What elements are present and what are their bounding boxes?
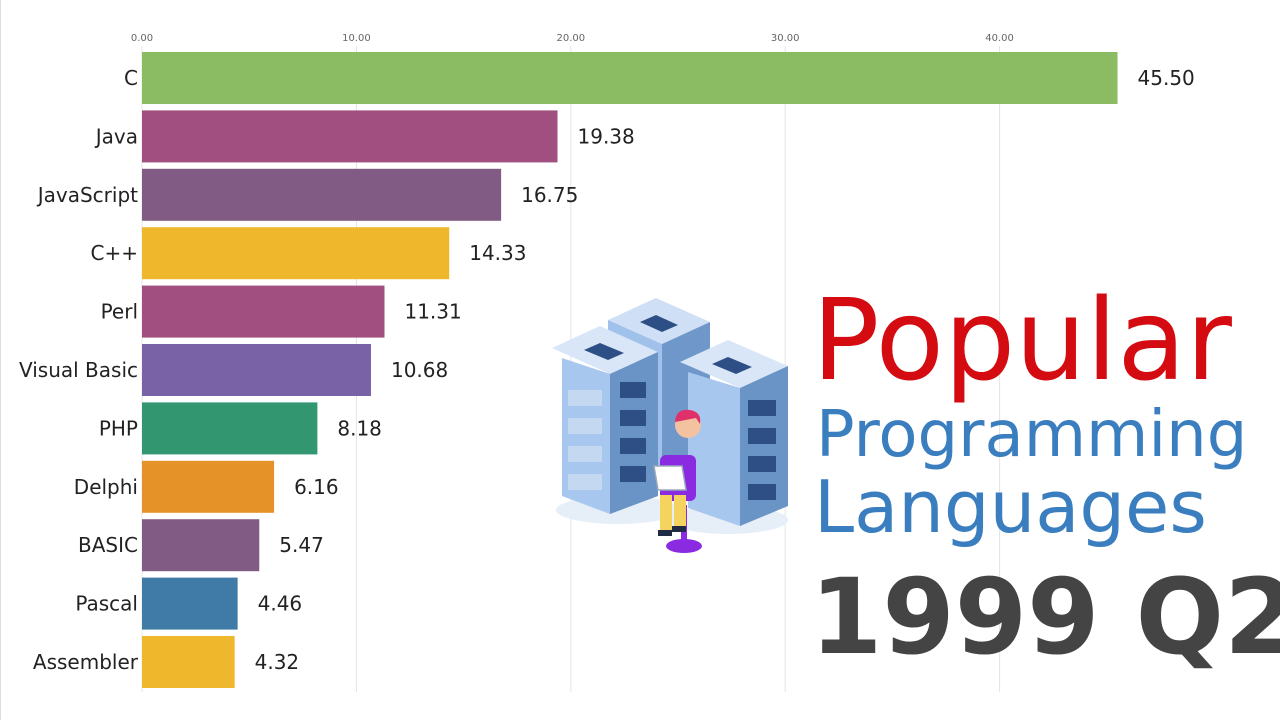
- x-tick-label: 40.00: [985, 33, 1014, 44]
- category-label: Pascal: [75, 592, 138, 616]
- value-label: 16.75: [521, 183, 578, 207]
- bars: [142, 52, 1118, 688]
- title-popular: Popular: [812, 276, 1232, 406]
- server-rack-right-icon: [680, 340, 788, 526]
- value-label: 11.31: [404, 300, 461, 324]
- bar: [142, 577, 238, 630]
- bar: [142, 344, 371, 396]
- server-rack-left-icon: [552, 326, 658, 514]
- bar: [142, 402, 318, 455]
- value-label: 19.38: [578, 124, 635, 148]
- value-label: 8.18: [337, 416, 382, 440]
- person-with-laptop-icon: [653, 409, 702, 553]
- category-label: C++: [91, 241, 138, 265]
- x-tick-label: 20.00: [556, 33, 585, 44]
- bar: [142, 285, 385, 338]
- bar: [142, 168, 502, 221]
- server-racks-with-person-laptop-icon: [552, 298, 788, 553]
- bar: [142, 636, 235, 688]
- value-label: 4.46: [258, 592, 303, 616]
- category-label: Visual Basic: [19, 358, 138, 382]
- value-label: 4.32: [255, 650, 300, 674]
- category-labels: C Java JavaScript C++ Perl Visual Basic PHP Del…: [19, 66, 139, 674]
- x-tick-label: 10.00: [342, 33, 371, 44]
- value-label: 5.47: [279, 533, 324, 557]
- category-label: JavaScript: [36, 183, 138, 207]
- value-label: 14.33: [469, 241, 526, 265]
- period-label: 1999 Q2: [810, 556, 1280, 678]
- category-label: Java: [94, 124, 138, 148]
- bar: [142, 52, 1118, 104]
- bar: [142, 110, 558, 163]
- bar: [142, 519, 260, 572]
- category-label: Delphi: [74, 475, 138, 499]
- title-languages: Languages: [814, 465, 1207, 549]
- category-label: BASIC: [78, 533, 138, 557]
- bar: [142, 460, 275, 513]
- value-label: 10.68: [391, 358, 448, 382]
- category-label: C: [124, 66, 138, 90]
- x-tick-label: 0.00: [131, 33, 153, 44]
- value-label: 45.50: [1138, 66, 1195, 90]
- bar: [142, 227, 450, 280]
- x-axis-ticks: 0.00 10.00 20.00 30.00 40.00: [131, 33, 1014, 44]
- x-tick-label: 30.00: [771, 33, 800, 44]
- value-labels: 45.50 19.38 16.75 14.33 11.31 10.68 8.18 6.16 5.…: [255, 66, 1195, 674]
- category-label: Assembler: [33, 650, 139, 674]
- category-label: PHP: [99, 416, 138, 440]
- title-programming: Programming: [816, 398, 1248, 472]
- value-label: 6.16: [294, 475, 339, 499]
- category-label: Perl: [101, 300, 138, 324]
